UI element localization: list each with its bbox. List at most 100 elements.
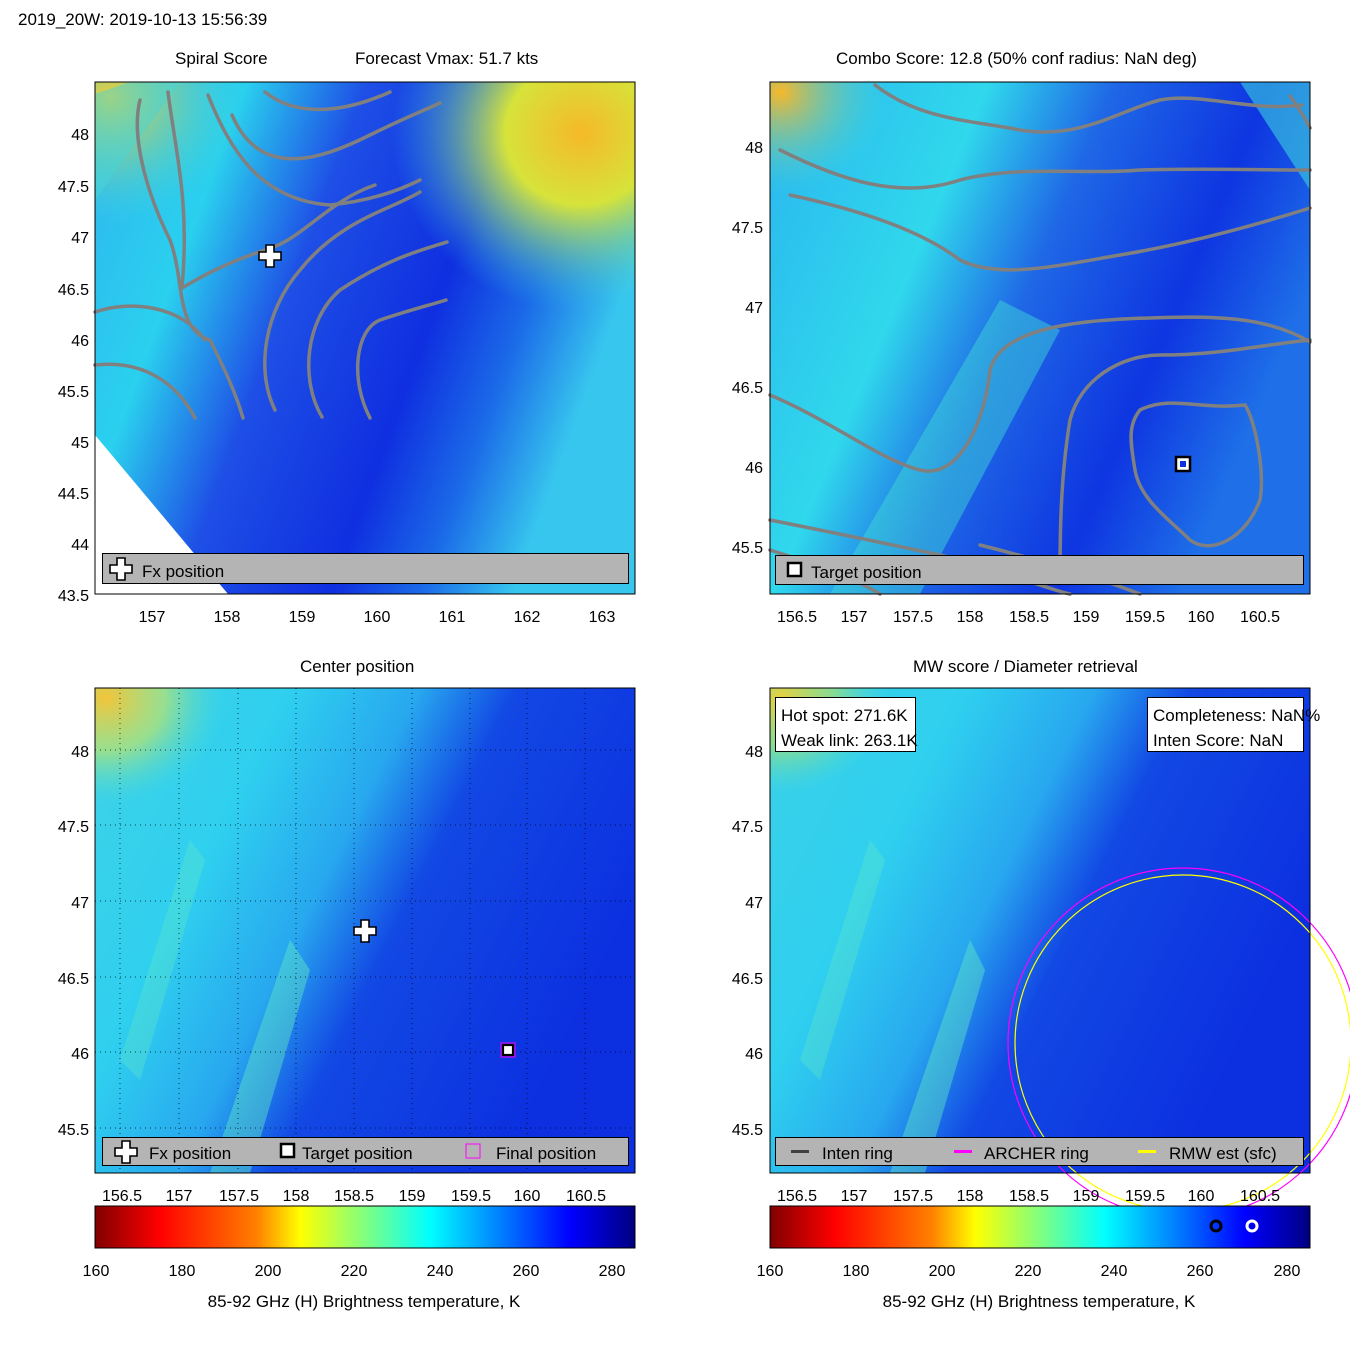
spiral-legend-fx-label: Fx position bbox=[142, 562, 225, 581]
svg-text:158.5: 158.5 bbox=[1009, 609, 1049, 626]
svg-text:180: 180 bbox=[169, 1263, 196, 1280]
center-y-ticks: 48 47.5 47 46.5 46 45.5 bbox=[58, 744, 89, 1139]
center-position-plot: 156.5 157 157.5 158 158.5 159 159.5 160 160.5 … bbox=[58, 687, 636, 1205]
svg-text:47.5: 47.5 bbox=[58, 819, 89, 836]
inten-score-label: Inten Score: NaN bbox=[1153, 731, 1284, 750]
spiral-legend: Fx position bbox=[102, 553, 629, 584]
colorbar-left-ticks: 160 180 200 220 240 260 280 bbox=[83, 1263, 626, 1280]
svg-text:158: 158 bbox=[957, 1188, 984, 1205]
svg-text:157.5: 157.5 bbox=[219, 1188, 259, 1205]
spiral-contours bbox=[93, 90, 449, 420]
combo-score-plot: 156.5 157 157.5 158 158.5 159 159.5 160 160.5 … bbox=[732, 81, 1312, 626]
svg-text:47: 47 bbox=[745, 300, 763, 317]
svg-text:157: 157 bbox=[139, 609, 166, 626]
mw-y-ticks: 48 47.5 47 46.5 46 45.5 bbox=[732, 744, 763, 1139]
svg-text:160.5: 160.5 bbox=[1240, 1188, 1280, 1205]
spiral-fx-marker bbox=[258, 244, 282, 268]
svg-text:157.5: 157.5 bbox=[893, 609, 933, 626]
svg-text:158.5: 158.5 bbox=[1009, 1188, 1049, 1205]
center-legend: Fx position Target position Final positi… bbox=[102, 1137, 629, 1166]
weak-link-label: Weak link: 263.1K bbox=[781, 731, 918, 750]
combo-title: Combo Score: 12.8 (50% conf radius: NaN … bbox=[836, 49, 1197, 68]
forecast-vmax-label: Forecast Vmax: 51.7 kts bbox=[355, 49, 539, 68]
svg-text:159.5: 159.5 bbox=[451, 1188, 491, 1205]
mw-x-ticks: 156.5 157 157.5 158 158.5 159 159.5 160 160.5 bbox=[777, 1188, 1280, 1205]
svg-text:160: 160 bbox=[83, 1263, 110, 1280]
colorbar-markers bbox=[1209, 1219, 1259, 1233]
svg-text:46.5: 46.5 bbox=[732, 971, 763, 988]
svg-text:161: 161 bbox=[439, 609, 466, 626]
svg-text:159: 159 bbox=[1073, 1188, 1100, 1205]
svg-text:157: 157 bbox=[841, 609, 868, 626]
svg-text:44.5: 44.5 bbox=[58, 486, 89, 503]
spiral-title: Spiral Score bbox=[175, 49, 268, 68]
svg-text:156.5: 156.5 bbox=[102, 1188, 142, 1205]
mw-legend: Inten ring ARCHER ring RMW est (sfc) bbox=[775, 1137, 1304, 1166]
svg-text:47: 47 bbox=[71, 230, 89, 247]
combo-x-ticks: 156.5 157 157.5 158 158.5 159 159.5 160 160.5 bbox=[777, 609, 1280, 626]
center-legend-fx-label: Fx position bbox=[149, 1144, 232, 1163]
hot-spot-label: Hot spot: 271.6K bbox=[781, 706, 908, 725]
mw-score-plot: 156.5 157 157.5 158 158.5 159 159.5 160 160.5 … bbox=[732, 687, 1350, 1219]
combo-heatmap bbox=[770, 82, 1310, 594]
svg-text:158: 158 bbox=[214, 609, 241, 626]
svg-text:220: 220 bbox=[341, 1263, 368, 1280]
svg-text:200: 200 bbox=[255, 1263, 282, 1280]
center-heatmap bbox=[95, 688, 635, 1173]
svg-text:158.5: 158.5 bbox=[334, 1188, 374, 1205]
colorbar-left-label: 85-92 GHz (H) Brightness temperature, K bbox=[208, 1292, 521, 1311]
svg-text:45.5: 45.5 bbox=[58, 384, 89, 401]
center-legend-target-label: Target position bbox=[302, 1144, 413, 1163]
svg-text:240: 240 bbox=[427, 1263, 454, 1280]
svg-text:47.5: 47.5 bbox=[732, 220, 763, 237]
svg-text:47.5: 47.5 bbox=[732, 819, 763, 836]
colorbar-right-label: 85-92 GHz (H) Brightness temperature, K bbox=[883, 1292, 1196, 1311]
svg-text:46: 46 bbox=[745, 460, 763, 477]
colorbar-right-ticks: 160 180 200 220 240 260 280 bbox=[757, 1263, 1301, 1280]
storm-time-header: 2019_20W: 2019-10-13 15:56:39 bbox=[18, 10, 268, 29]
svg-text:162: 162 bbox=[514, 609, 541, 626]
svg-text:160.5: 160.5 bbox=[566, 1188, 606, 1205]
combo-legend: Target position bbox=[775, 555, 1304, 585]
svg-text:159: 159 bbox=[1073, 609, 1100, 626]
spiral-y-ticks: 48 47.5 47 46.5 46 45.5 45 44.5 44 43.5 bbox=[58, 127, 89, 605]
mw-info-right: Completeness: NaN% Inten Score: NaN bbox=[1147, 697, 1320, 752]
svg-text:159: 159 bbox=[399, 1188, 426, 1205]
center-fx-marker bbox=[353, 919, 377, 943]
spiral-x-ticks: 157 158 159 160 161 162 163 bbox=[139, 609, 616, 626]
combo-y-ticks: 48 47.5 47 46.5 46 45.5 bbox=[732, 140, 763, 557]
target-marker-icon bbox=[786, 561, 803, 578]
center-title: Center position bbox=[300, 657, 415, 676]
svg-text:157.5: 157.5 bbox=[893, 1188, 933, 1205]
svg-text:240: 240 bbox=[1101, 1263, 1128, 1280]
final-marker-icon bbox=[465, 1143, 481, 1159]
mw-title: MW score / Diameter retrieval bbox=[913, 657, 1138, 676]
combo-target-marker bbox=[1174, 455, 1192, 473]
svg-text:48: 48 bbox=[71, 127, 89, 144]
svg-text:160: 160 bbox=[364, 609, 391, 626]
svg-text:200: 200 bbox=[929, 1263, 956, 1280]
svg-text:45.5: 45.5 bbox=[732, 1122, 763, 1139]
mw-legend-archer-label: ARCHER ring bbox=[984, 1144, 1089, 1163]
svg-text:160: 160 bbox=[514, 1188, 541, 1205]
svg-text:260: 260 bbox=[513, 1263, 540, 1280]
svg-text:157: 157 bbox=[841, 1188, 868, 1205]
svg-text:156.5: 156.5 bbox=[777, 609, 817, 626]
svg-text:280: 280 bbox=[1274, 1263, 1301, 1280]
svg-text:160: 160 bbox=[1188, 1188, 1215, 1205]
svg-text:43.5: 43.5 bbox=[58, 588, 89, 605]
svg-text:46: 46 bbox=[71, 333, 89, 350]
mw-info-left: Hot spot: 271.6K Weak link: 263.1K bbox=[775, 697, 918, 752]
svg-text:159.5: 159.5 bbox=[1125, 609, 1165, 626]
svg-text:44: 44 bbox=[71, 537, 89, 554]
mw-heatmap bbox=[770, 688, 1310, 1173]
colorbar-left bbox=[94, 1205, 636, 1249]
svg-text:280: 280 bbox=[599, 1263, 626, 1280]
center-grid bbox=[95, 688, 635, 1173]
svg-text:157: 157 bbox=[166, 1188, 193, 1205]
svg-text:260: 260 bbox=[1187, 1263, 1214, 1280]
svg-text:48: 48 bbox=[71, 744, 89, 761]
rmw-ring-swatch bbox=[1138, 1150, 1156, 1153]
svg-text:159.5: 159.5 bbox=[1125, 1188, 1165, 1205]
